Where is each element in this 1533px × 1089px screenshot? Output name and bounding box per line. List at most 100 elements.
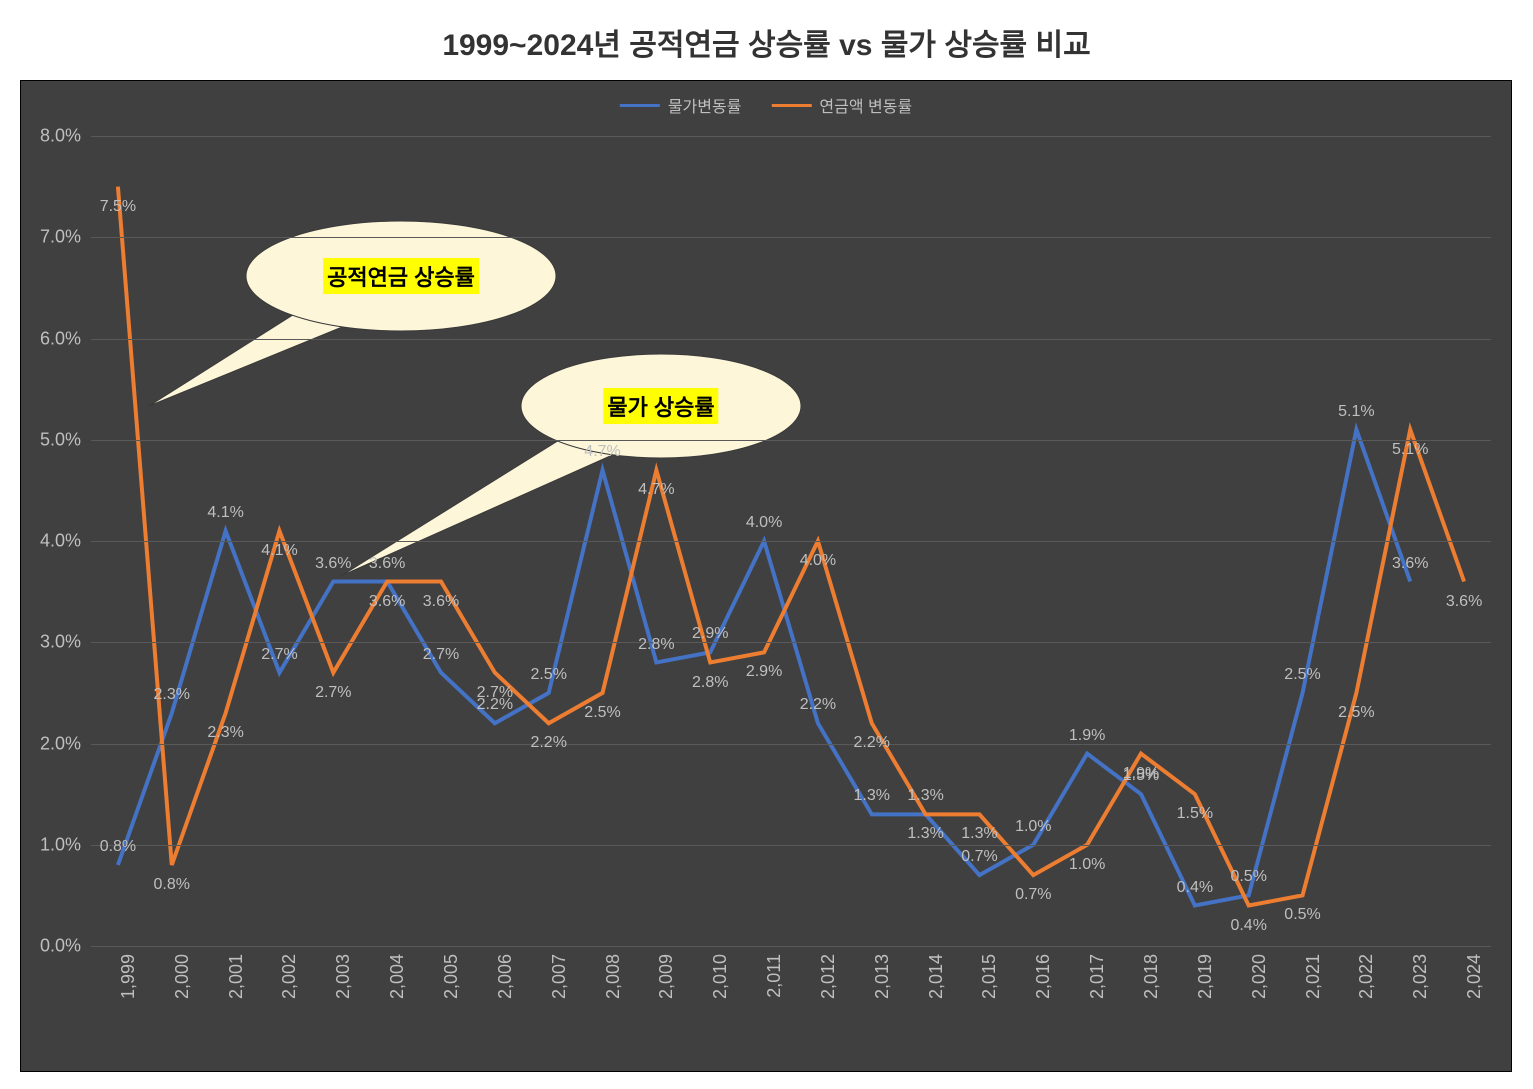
y-tick-label: 8.0% — [40, 126, 81, 147]
legend-label: 물가변동률 — [668, 93, 742, 117]
chart-title: 1999~2024년 공적연금 상승률 vs 물가 상승률 비교 — [0, 0, 1533, 74]
y-gridline — [91, 946, 1491, 947]
x-tick-label: 2,024 — [1464, 954, 1485, 999]
data-label: 2.9% — [746, 663, 782, 681]
data-label: 1.0% — [1069, 856, 1105, 874]
data-label: 2.3% — [207, 724, 243, 742]
data-label: 4.1% — [261, 542, 297, 560]
data-label: 2.2% — [854, 734, 890, 752]
data-label: 1.9% — [1123, 765, 1159, 783]
data-label: 2.7% — [315, 684, 351, 702]
y-gridline — [91, 642, 1491, 643]
x-tick-label: 2,009 — [656, 954, 677, 999]
x-tick-label: 2,017 — [1087, 954, 1108, 999]
data-label: 2.5% — [1284, 666, 1320, 684]
data-label: 5.1% — [1392, 441, 1428, 459]
x-tick-label: 2,014 — [926, 954, 947, 999]
data-label: 0.4% — [1177, 879, 1213, 897]
data-label: 3.6% — [1392, 555, 1428, 573]
y-tick-label: 4.0% — [40, 531, 81, 552]
x-tick-label: 2,001 — [226, 954, 247, 999]
y-tick-label: 7.0% — [40, 227, 81, 248]
data-label: 2.5% — [1338, 704, 1374, 722]
x-tick-label: 2,011 — [764, 954, 785, 998]
x-tick-label: 2,012 — [818, 954, 839, 999]
callout-text: 물가 상승률 — [603, 388, 718, 424]
data-label: 2.7% — [261, 646, 297, 664]
data-label: 2.8% — [638, 636, 674, 654]
x-tick-label: 2,019 — [1195, 954, 1216, 999]
callout-text: 공적연금 상승률 — [323, 258, 479, 294]
y-tick-label: 5.0% — [40, 429, 81, 450]
x-tick-label: 2,020 — [1249, 954, 1270, 999]
data-label: 3.6% — [315, 555, 351, 573]
y-gridline — [91, 339, 1491, 340]
chart-container: 1999~2024년 공적연금 상승률 vs 물가 상승률 비교 물가변동률 연금… — [0, 0, 1533, 1089]
data-label: 1.3% — [854, 787, 890, 805]
data-label: 2.2% — [800, 696, 836, 714]
data-label: 2.5% — [530, 666, 566, 684]
x-tick-label: 2,023 — [1410, 954, 1431, 999]
data-label: 2.7% — [423, 646, 459, 664]
data-label: 3.6% — [1446, 593, 1482, 611]
data-label: 1.9% — [1069, 727, 1105, 745]
data-label: 2.5% — [584, 704, 620, 722]
data-label: 0.7% — [961, 848, 997, 866]
data-label: 1.3% — [907, 787, 943, 805]
x-tick-label: 2,000 — [172, 954, 193, 999]
data-label: 2.3% — [154, 686, 190, 704]
data-label: 3.6% — [369, 555, 405, 573]
data-label: 1.5% — [1177, 805, 1213, 823]
x-tick-label: 1,999 — [118, 954, 139, 999]
y-gridline — [91, 136, 1491, 137]
x-tick-label: 2,005 — [441, 954, 462, 999]
legend-swatch — [771, 104, 811, 107]
plot-area: 0.0%1.0%2.0%3.0%4.0%5.0%6.0%7.0%8.0%1,99… — [91, 136, 1491, 946]
data-label: 4.0% — [800, 552, 836, 570]
x-tick-label: 2,018 — [1141, 954, 1162, 999]
x-tick-label: 2,003 — [333, 954, 354, 999]
data-label: 2.9% — [692, 625, 728, 643]
y-gridline — [91, 845, 1491, 846]
legend-swatch — [620, 104, 660, 107]
y-tick-label: 1.0% — [40, 834, 81, 855]
y-gridline — [91, 237, 1491, 238]
data-label: 3.6% — [369, 593, 405, 611]
x-tick-label: 2,006 — [495, 954, 516, 999]
y-tick-label: 6.0% — [40, 328, 81, 349]
y-tick-label: 2.0% — [40, 733, 81, 754]
data-label: 4.1% — [207, 504, 243, 522]
y-gridline — [91, 440, 1491, 441]
data-label: 0.7% — [1015, 886, 1051, 904]
data-label: 4.7% — [638, 481, 674, 499]
legend-item: 물가변동률 — [620, 93, 742, 117]
y-gridline — [91, 541, 1491, 542]
y-tick-label: 3.0% — [40, 632, 81, 653]
x-tick-label: 2,022 — [1356, 954, 1377, 999]
x-tick-label: 2,021 — [1303, 954, 1324, 999]
data-label: 1.0% — [1015, 818, 1051, 836]
data-label: 2.7% — [477, 684, 513, 702]
legend-item: 연금액 변동률 — [771, 93, 912, 117]
x-tick-label: 2,015 — [979, 954, 1000, 999]
x-tick-label: 2,008 — [603, 954, 624, 999]
data-label: 5.1% — [1338, 403, 1374, 421]
x-tick-label: 2,002 — [279, 954, 300, 999]
data-label: 2.8% — [692, 674, 728, 692]
y-tick-label: 0.0% — [40, 936, 81, 957]
x-tick-label: 2,007 — [549, 954, 570, 999]
data-label: 0.8% — [154, 876, 190, 894]
chart-area: 물가변동률연금액 변동률 0.0%1.0%2.0%3.0%4.0%5.0%6.0… — [20, 80, 1512, 1072]
data-label: 0.4% — [1230, 917, 1266, 935]
data-label: 1.3% — [961, 825, 997, 843]
data-label: 3.6% — [423, 593, 459, 611]
x-tick-label: 2,016 — [1033, 954, 1054, 999]
data-label: 1.3% — [907, 825, 943, 843]
x-tick-label: 2,004 — [387, 954, 408, 999]
x-tick-label: 2,010 — [710, 954, 731, 999]
data-label: 4.0% — [746, 514, 782, 532]
data-label: 0.5% — [1284, 906, 1320, 924]
data-label: 0.8% — [100, 838, 136, 856]
legend: 물가변동률 연금액 변동률 — [620, 93, 912, 117]
data-label: 0.5% — [1230, 868, 1266, 886]
